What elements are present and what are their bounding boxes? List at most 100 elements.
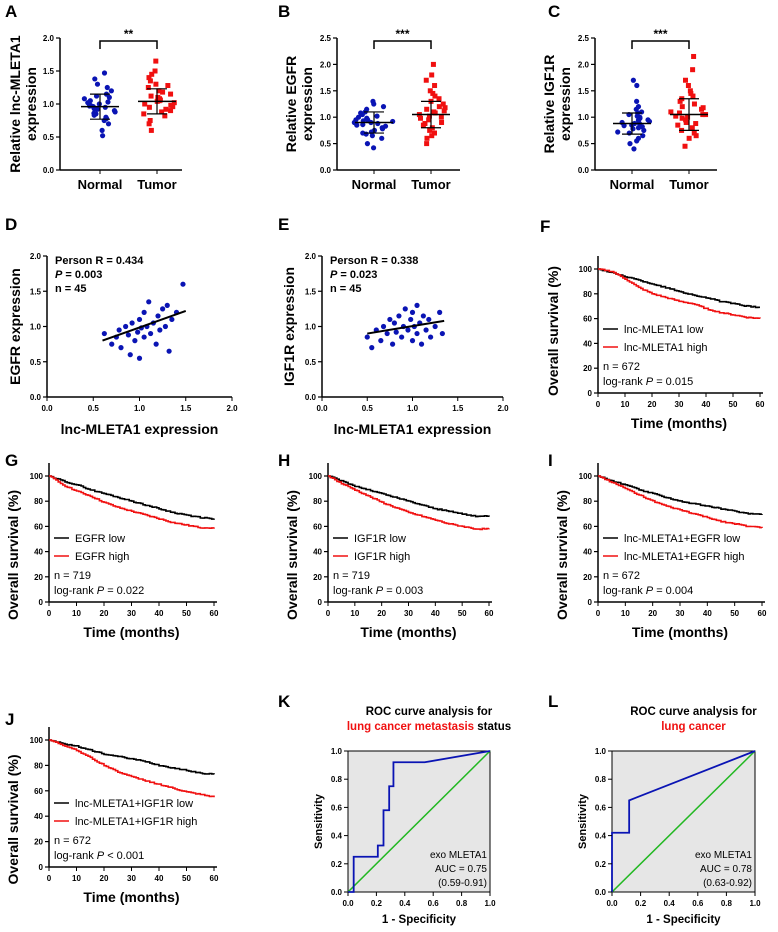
- y-tick-label: 100: [30, 472, 44, 481]
- correlation-r: Person R = 0.434: [55, 255, 144, 267]
- data-point: [399, 334, 405, 340]
- data-point: [639, 124, 645, 130]
- x-tick-label: 10: [350, 609, 359, 618]
- data-point: [420, 313, 426, 319]
- data-point: [109, 341, 115, 347]
- data-point: [170, 104, 176, 110]
- data-point: [142, 101, 148, 107]
- data-point: [683, 119, 689, 125]
- logrank-prefix: log-rank: [603, 585, 646, 597]
- x-tick-label: 2.0: [497, 404, 509, 413]
- x-axis-title: Time (months): [83, 624, 179, 640]
- x-tick-label: 0: [596, 400, 601, 409]
- data-point: [679, 115, 685, 121]
- category-label: Tumor: [411, 177, 450, 192]
- survival-curve: [49, 475, 215, 520]
- y-tick-label: 80: [34, 761, 43, 770]
- y-tick-label: 20: [313, 573, 322, 582]
- data-point: [685, 114, 691, 120]
- data-point: [430, 90, 436, 96]
- data-point: [646, 118, 653, 125]
- data-point: [99, 127, 105, 133]
- x-tick-label: 10: [621, 400, 630, 409]
- y-tick-label: 80: [583, 497, 592, 506]
- data-point: [108, 88, 114, 94]
- x-tick-label: 0.0: [342, 899, 354, 908]
- auc-marker: exo MLETA1: [695, 850, 752, 861]
- x-tick-label: 30: [404, 609, 413, 618]
- data-point: [146, 299, 152, 305]
- y-tick-label: 2.0: [320, 60, 332, 69]
- x-tick-label: 0.8: [721, 899, 733, 908]
- x-tick-label: 0.5: [362, 404, 374, 413]
- x-tick-label: 40: [155, 609, 164, 618]
- data-point: [180, 281, 186, 287]
- data-point: [691, 101, 697, 107]
- data-point: [163, 106, 169, 112]
- y-tick-label: 0: [588, 389, 593, 398]
- y-tick-label: 60: [34, 522, 43, 531]
- data-point: [380, 104, 387, 110]
- panel-e: E IGF1R expression 0.0 0.5 1.0 1.5 2.0 0.0 0.5 1.…: [278, 215, 509, 437]
- data-point: [442, 105, 448, 111]
- y-tick-label: 2.5: [578, 34, 590, 43]
- p-symbol: P: [646, 585, 654, 597]
- y-tick-label: 40: [583, 339, 592, 348]
- x-tick-label: 0.4: [664, 899, 676, 908]
- data-point: [387, 316, 393, 323]
- y-tick-label: 60: [34, 787, 43, 796]
- x-tick-label: 30: [675, 400, 684, 409]
- x-tick-label: 50: [730, 609, 739, 618]
- y-tick-label: 100: [309, 472, 323, 481]
- data-point: [627, 141, 633, 147]
- data-point: [402, 306, 408, 312]
- data-point: [690, 67, 696, 73]
- y-tick-label: 100: [579, 265, 593, 274]
- data-point: [679, 104, 685, 110]
- data-point: [141, 111, 147, 117]
- data-point: [693, 133, 699, 139]
- data-point: [432, 83, 438, 89]
- x-tick-label: 40: [431, 609, 440, 618]
- y-axis-title-roc: Sensitivity: [577, 793, 589, 849]
- y-tick-label: 0: [588, 598, 593, 607]
- x-tick-label: 60: [485, 609, 494, 618]
- data-point: [634, 82, 640, 89]
- category-label: Tumor: [137, 177, 176, 192]
- panel-label: E: [278, 215, 289, 234]
- data-point: [439, 119, 445, 125]
- x-tick-label: 0: [47, 874, 52, 883]
- x-tick-label: 0.6: [428, 899, 440, 908]
- panel-d: D EGFR expression 0.0 0.5 1.0 1.5 2.0 0.0 0.5 1.0…: [5, 215, 238, 437]
- significance-stars: ***: [395, 27, 409, 41]
- p-symbol: P: [376, 585, 384, 597]
- x-axis-title: Time (months): [631, 415, 727, 431]
- x-tick-label: 50: [729, 400, 738, 409]
- data-point: [427, 127, 433, 133]
- y-tick-label: 1.0: [320, 113, 332, 122]
- reference-line: [611, 750, 756, 893]
- data-point: [688, 90, 694, 96]
- category-label: Normal: [78, 177, 123, 192]
- data-point: [685, 83, 691, 89]
- y-tick-label: 0.0: [43, 166, 55, 175]
- auc-auc: AUC = 0.75: [435, 864, 487, 875]
- x-tick-label: 0.4: [399, 899, 411, 908]
- data-point: [436, 104, 442, 110]
- x-tick-label: 0: [47, 609, 52, 618]
- panel-label: H: [278, 451, 290, 470]
- data-point: [136, 316, 143, 323]
- panel-a: A Relative lnc-MLETA1 expression 0.0 0.5 1.0 1…: [5, 2, 182, 192]
- panel-b: B Relative EGFR expression 0.0 0.5 1.0 1.5 2.0 2…: [278, 2, 460, 192]
- data-point: [99, 133, 106, 139]
- panel-label: F: [540, 217, 550, 236]
- data-point: [166, 348, 172, 354]
- p-value: = 0.023: [337, 269, 377, 281]
- x-tick-label: 1.5: [180, 404, 192, 413]
- sample-size: n = 719: [54, 570, 91, 582]
- data-point: [634, 138, 640, 144]
- y-axis-title: expression: [299, 67, 315, 141]
- data-point: [141, 309, 147, 315]
- data-point: [424, 141, 430, 147]
- x-tick-label: 60: [210, 609, 219, 618]
